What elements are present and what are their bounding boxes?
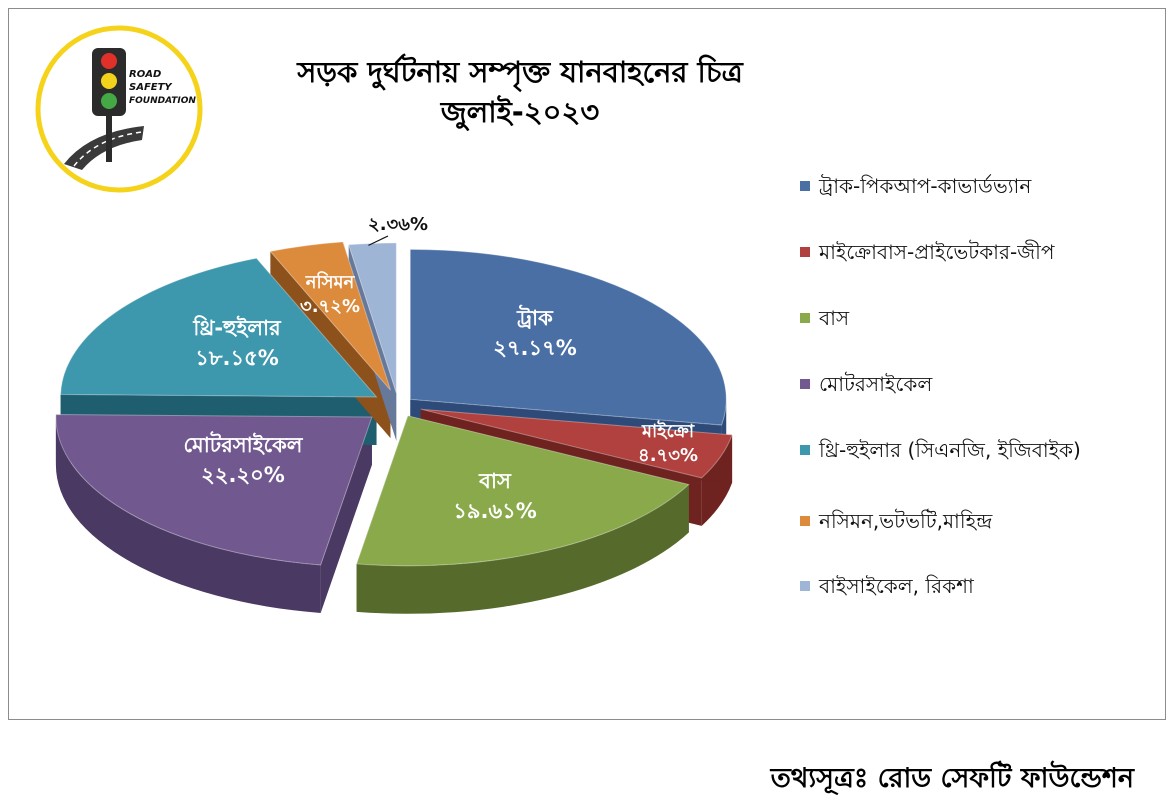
pie-slice bbox=[355, 415, 690, 567]
slice-label: থ্রি-হুইলার bbox=[192, 315, 282, 340]
slice-label: বাস bbox=[478, 469, 512, 493]
pie-slice bbox=[269, 241, 391, 391]
green-light-icon bbox=[101, 93, 117, 109]
legend-item: থ্রি-হুইলার (সিএনজি, ইজিবাইক) bbox=[797, 436, 1159, 464]
legend-item: নসিমন,ভটভটি,মাহিন্দ্র bbox=[797, 507, 1159, 535]
slice-value-label: ৩.৭২% bbox=[300, 296, 360, 317]
slice-value-label: ১৯.৬১% bbox=[453, 499, 537, 523]
legend-label: মাইক্রোবাস-প্রাইভেটকার-জীপ bbox=[819, 240, 1055, 264]
legend-item: বাইসাইকেল, রিকশা bbox=[797, 572, 1159, 600]
pie-slice bbox=[60, 257, 378, 398]
legend-item: মাইক্রোবাস-প্রাইভেটকার-জীপ bbox=[797, 238, 1159, 266]
logo-text-safety: SAFETY bbox=[129, 82, 173, 93]
logo-text-foundation: FOUNDATION bbox=[129, 96, 196, 106]
legend-label: ট্রাক-পিকআপ-কাভার্ডভ্যান bbox=[819, 174, 1032, 198]
legend-swatch bbox=[800, 181, 810, 191]
legend-item: ট্রাক-পিকআপ-কাভার্ডভ্যান bbox=[797, 172, 1159, 200]
legend-swatch bbox=[800, 516, 810, 526]
legend-label: মোটরসাইকেল bbox=[819, 372, 933, 396]
legend-item: মোটরসাইকেল bbox=[797, 370, 1159, 398]
pie-slice bbox=[409, 248, 727, 426]
logo-text-road: ROAD bbox=[129, 69, 161, 80]
legend-label: বাস bbox=[819, 306, 850, 330]
leader-line bbox=[368, 235, 389, 246]
pie-slice bbox=[420, 408, 733, 479]
legend-label: থ্রি-হুইলার (সিএনজি, ইজিবাইক) bbox=[819, 438, 1081, 462]
slice-value-label: ৪.৭৩% bbox=[638, 445, 698, 466]
slice-value-label: ২৭.১৭% bbox=[493, 336, 577, 360]
source-note: তথ্যসূত্রঃ রোড সেফটি ফাউন্ডেশন bbox=[770, 763, 1134, 794]
pie-slice bbox=[55, 414, 373, 566]
legend-swatch bbox=[800, 581, 810, 591]
slice-label: মাইক্রো bbox=[641, 420, 695, 442]
yellow-light-icon bbox=[101, 73, 117, 89]
logo-road-icon bbox=[64, 126, 144, 170]
slice-value-label: ২.৩৬% bbox=[368, 214, 428, 235]
legend-swatch bbox=[800, 247, 810, 257]
chart-title: সড়ক দুর্ঘটনায় সম্পৃক্ত যানবাহনের চিত্র bbox=[297, 55, 743, 89]
legend-swatch bbox=[800, 313, 810, 323]
legend-label: বাইসাইকেল, রিকশা bbox=[819, 574, 974, 598]
traffic-light-pole bbox=[106, 104, 112, 162]
legend-swatch bbox=[800, 379, 810, 389]
slice-label: মোটরসাইকেল bbox=[184, 431, 304, 457]
legend-label: নসিমন,ভটভটি,মাহিন্দ্র bbox=[819, 509, 993, 533]
chart-subtitle: জুলাই-২০২৩ bbox=[440, 95, 600, 129]
slice-label: ট্রাক bbox=[516, 304, 554, 330]
red-light-icon bbox=[101, 53, 117, 69]
slice-value-label: ২২.২০% bbox=[201, 463, 285, 487]
legend-item: বাস bbox=[797, 304, 1159, 332]
slice-label: নসিমন bbox=[305, 271, 356, 293]
legend-swatch bbox=[800, 445, 810, 455]
slice-value-label: ১৮.১৫% bbox=[195, 346, 279, 370]
road-safety-foundation-logo: ROAD SAFETY FOUNDATION bbox=[35, 25, 203, 193]
